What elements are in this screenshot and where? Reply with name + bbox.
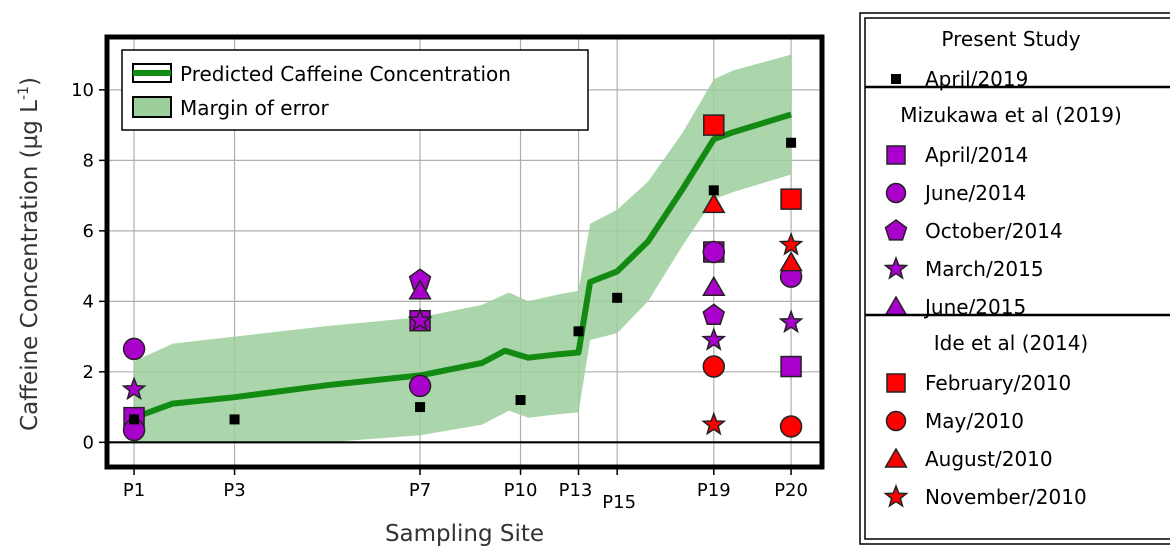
axes: Sampling Site Caffeine Concentration (µg… xyxy=(16,34,825,546)
legend-marker-june-2014 xyxy=(885,182,907,204)
series-august-2010 xyxy=(702,192,803,272)
legend-label-february-2010: February/2010 xyxy=(925,371,1071,395)
plot-frame xyxy=(104,34,825,470)
x-tick-label-p15: P15 xyxy=(602,492,636,513)
x-tick-label-p1: P1 xyxy=(123,480,145,501)
inner-legend: Predicted Caffeine Concentration Margin o… xyxy=(121,49,589,131)
point-june-2015-1 xyxy=(702,275,726,296)
point-march-2015-3 xyxy=(778,309,804,334)
legend-label-march-2015: March/2015 xyxy=(925,257,1044,281)
x-tick-label-p10: P10 xyxy=(504,480,538,501)
point-november-2010-1 xyxy=(778,231,804,256)
series-march-2015 xyxy=(121,307,804,401)
y-tick-label-4: 4 xyxy=(83,291,94,312)
point-march-2015-0 xyxy=(121,376,147,401)
y-axis-label-close: ) xyxy=(17,77,43,86)
series-june-2014 xyxy=(122,240,803,442)
y-axis-label-unit-exponent: -1 xyxy=(16,86,32,100)
legend-label-june-2014: June/2014 xyxy=(923,181,1026,205)
y-axis-label: Caffeine Concentration (µg L-1) xyxy=(16,77,43,431)
point-october-2014-1 xyxy=(702,303,726,326)
legend-marker-march-2015 xyxy=(883,255,909,280)
x-tick-label-p20: P20 xyxy=(774,480,808,501)
inner-legend-box xyxy=(121,49,589,131)
point-april-2014-3 xyxy=(780,355,802,378)
legend-group-title-1: Mizukawa et al (2019) xyxy=(900,103,1122,127)
point-april-2019-2 xyxy=(415,402,426,413)
series-may-2010 xyxy=(702,355,803,438)
legend-marker-february-2010 xyxy=(886,373,906,393)
legend-marker-may-2010 xyxy=(885,410,907,432)
point-november-2010-0 xyxy=(701,411,727,436)
point-may-2010-0 xyxy=(702,355,726,378)
legend-marker-august-2010 xyxy=(884,447,908,468)
series-february-2010 xyxy=(703,114,802,210)
legend-marker-april-2019 xyxy=(891,74,901,84)
legend-group-title-0: Present Study xyxy=(941,27,1080,51)
x-axis-label: Sampling Site xyxy=(385,521,544,546)
legend-label-october-2014: October/2014 xyxy=(925,219,1063,243)
legend-marker-april-2014 xyxy=(886,145,906,165)
side-legend-outer xyxy=(859,12,1170,545)
point-august-2010-1 xyxy=(779,251,803,272)
point-june-2014-0 xyxy=(122,337,146,361)
x-tick-label-p13: P13 xyxy=(559,480,593,501)
series-november-2010 xyxy=(701,231,804,436)
point-april-2019-1 xyxy=(229,414,240,425)
legend-label-august-2010: August/2010 xyxy=(925,447,1053,471)
point-april-2019-6 xyxy=(708,185,719,196)
point-april-2019-4 xyxy=(573,326,584,337)
point-april-2019-5 xyxy=(612,292,623,303)
point-march-2015-1 xyxy=(407,307,433,332)
point-june-2015-0 xyxy=(408,279,432,300)
point-may-2010-1 xyxy=(779,415,803,438)
y-tick-label-2: 2 xyxy=(83,362,94,383)
legend-group-title-2: Ide et al (2014) xyxy=(934,331,1088,355)
series-june-2015 xyxy=(408,275,726,300)
side-legend-inner xyxy=(864,17,1170,540)
legend-prediction-label: Predicted Caffeine Concentration xyxy=(180,62,511,86)
margin-of-error-band xyxy=(134,54,792,443)
legend-marker-november-2010 xyxy=(883,483,909,508)
prediction-line xyxy=(133,111,792,421)
x-tick-label-p7: P7 xyxy=(409,480,431,501)
y-tick-label-6: 6 xyxy=(83,221,94,242)
legend-margin-label: Margin of error xyxy=(180,96,329,120)
y-tick-label-10: 10 xyxy=(71,80,94,101)
series-october-2014 xyxy=(408,268,726,326)
legend-label-april-2014: April/2014 xyxy=(925,143,1028,167)
legend-label-november-2010: November/2010 xyxy=(925,485,1087,509)
x-tick-label-p19: P19 xyxy=(697,480,731,501)
point-august-2010-0 xyxy=(702,192,726,214)
y-axis-label-main: Caffeine Concentration (µg L xyxy=(17,100,43,431)
point-june-2014-3 xyxy=(702,240,726,264)
point-june-2014-2 xyxy=(408,374,432,398)
y-tick-label-0: 0 xyxy=(83,432,94,453)
point-april-2019-7 xyxy=(786,137,797,148)
point-february-2010-1 xyxy=(780,188,802,210)
y-tick-label-8: 8 xyxy=(83,150,94,171)
point-april-2019-3 xyxy=(515,395,526,406)
legend-marker-october-2014 xyxy=(884,219,908,241)
series-april-2019 xyxy=(129,137,797,425)
x-tick-label-p3: P3 xyxy=(223,480,245,501)
point-february-2010-0 xyxy=(703,114,725,136)
point-march-2015-2 xyxy=(701,326,727,351)
point-april-2019-0 xyxy=(129,414,140,425)
legend-margin-swatch xyxy=(132,96,172,118)
legend-label-may-2010: May/2010 xyxy=(925,409,1024,433)
